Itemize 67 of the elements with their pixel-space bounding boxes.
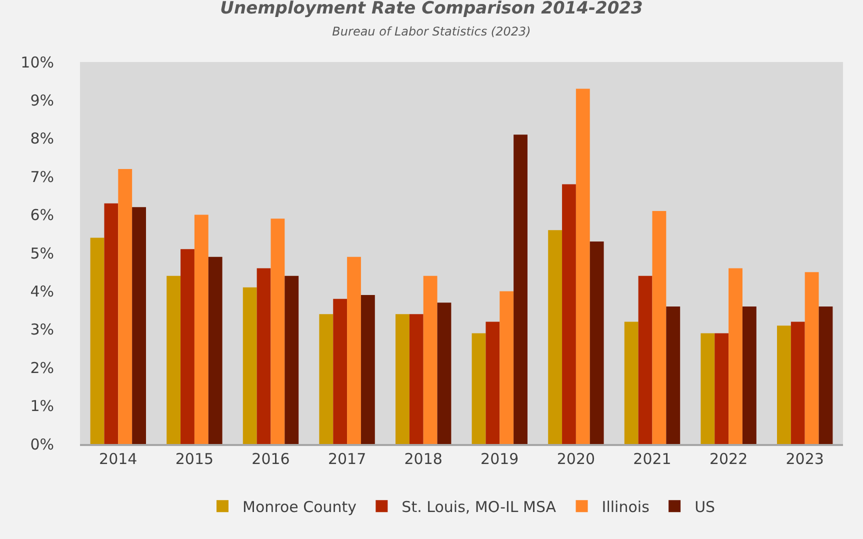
y-tick-label: 0%: [30, 435, 54, 454]
bar: [500, 291, 514, 444]
x-tick-label: 2023: [786, 450, 824, 468]
x-tick-label: 2014: [99, 450, 138, 468]
bar: [562, 184, 576, 444]
x-tick-label: 2015: [175, 450, 214, 468]
bar: [396, 314, 410, 444]
bar: [360, 295, 375, 444]
x-tick-label: 2016: [252, 450, 290, 468]
legend-label: Monroe County: [242, 498, 357, 516]
y-tick-label: 4%: [30, 282, 54, 300]
bar: [472, 333, 486, 444]
bar: [409, 314, 424, 444]
bar: [742, 306, 756, 444]
bar: [714, 333, 729, 444]
bar: [700, 333, 715, 444]
bar: [180, 249, 194, 444]
legend-label: St. Louis, MO-IL MSA: [402, 498, 557, 516]
y-tick-label: 5%: [30, 244, 54, 262]
x-tick-label: 2022: [709, 450, 748, 468]
bar: [624, 322, 638, 444]
bar: [666, 306, 680, 444]
bar: [242, 287, 257, 444]
x-tick-label: 2019: [480, 450, 519, 468]
bar: [590, 242, 604, 444]
bar: [790, 322, 805, 444]
x-tick-label: 2018: [404, 450, 442, 468]
bar: [118, 168, 132, 444]
bar: [514, 134, 528, 444]
bar: [777, 326, 791, 444]
bar: [256, 268, 271, 444]
bar: [319, 314, 334, 444]
y-tick-label: 10%: [20, 53, 54, 72]
bar: [818, 306, 833, 444]
bar: [284, 276, 299, 444]
y-tick-label: 1%: [30, 397, 54, 416]
bar: [728, 268, 742, 444]
bar: [194, 214, 208, 444]
legend-label: Illinois: [602, 498, 650, 516]
bar: [132, 207, 146, 444]
y-tick-label: 3%: [30, 320, 54, 339]
bar: [166, 276, 181, 444]
bar: [437, 302, 452, 444]
bar: [548, 230, 562, 444]
bar: [208, 256, 222, 444]
bar: [90, 238, 104, 444]
chart-title: Unemployment Rate Comparison 2014-2023: [220, 0, 643, 18]
bar: [270, 218, 285, 444]
bar: [638, 276, 652, 444]
x-tick-label: 2020: [556, 450, 596, 468]
y-tick-label: 9%: [30, 91, 54, 110]
bar: [104, 203, 118, 444]
bar: [333, 298, 348, 444]
bar: [652, 210, 666, 444]
legend-label: US: [694, 498, 716, 516]
y-tick-label: 7%: [30, 168, 54, 186]
chart-subtitle: Bureau of Labor Statistics (2023): [332, 24, 531, 39]
bar: [423, 276, 438, 444]
bar: [804, 272, 819, 444]
y-tick-label: 6%: [30, 206, 54, 224]
x-tick-label: 2017: [328, 450, 366, 468]
bar: [486, 322, 500, 444]
bar: [576, 88, 590, 444]
y-tick-label: 8%: [30, 130, 54, 148]
x-tick-label: 2021: [633, 450, 672, 468]
bar: [347, 256, 361, 444]
y-tick-label: 2%: [30, 358, 54, 377]
